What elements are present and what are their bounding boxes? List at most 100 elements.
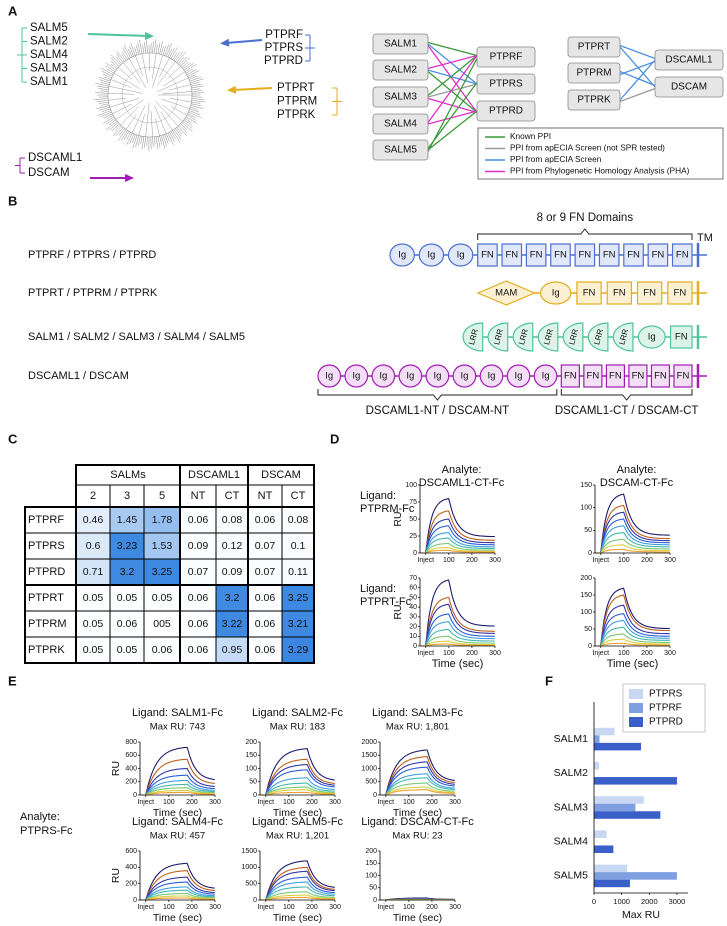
brace [477,228,693,240]
domain-label: LRR [592,328,605,346]
y-tick-label: 0 [413,550,417,557]
sensorgram-curve [595,626,670,647]
tree-branch [170,131,176,140]
tree-branch [184,63,197,72]
y-tick-label: 0 [588,643,592,650]
y-tick-label: 20 [409,623,417,630]
domain-label: FN [481,250,494,261]
x-tick-label: 200 [466,557,478,564]
y-tick-label: 50 [584,527,592,534]
table-column-header: NT [191,490,206,502]
tree-branch [141,53,148,84]
tree-label: PTPRS [265,42,304,54]
bar [594,762,600,770]
table-value: 0.71 [83,566,104,578]
sensorgram-curve [140,889,215,901]
table-column-header: 3 [124,490,130,502]
fn-domain [598,243,620,267]
tree-branch [190,105,204,109]
tree-branch [120,130,128,141]
row-header: PTPRS-Fc [20,825,73,837]
tree-branch [162,104,184,122]
tree-branch [116,54,124,63]
network-node [654,49,724,71]
tree-branch [190,78,204,84]
table-cell [281,610,315,638]
y-tick-label: 200 [245,739,257,746]
table-value: 1.53 [152,540,173,552]
table-border [24,584,315,664]
fn-domain [576,281,602,305]
sensorgram-curve [595,638,670,647]
sensorgram-curve [260,748,335,796]
x-tick-label: Inject [257,904,274,911]
tree-branch [97,76,111,82]
table-row-header: PTPRF [28,514,64,526]
network-node [567,89,621,111]
sensorgram-curve [420,518,495,554]
tree-branch [106,68,115,74]
tree-branch [176,127,183,134]
tree-branch [159,135,162,145]
x-axis-label: Time (sec) [393,807,442,819]
tree-branch [95,83,109,87]
domain-label: FN [674,288,687,299]
panel-subtitle: Max RU: 457 [150,831,205,842]
domain-label: Ig [457,250,465,261]
sensorgram-curve [420,537,495,554]
x-tick-label: Inject [592,650,609,657]
tree-branch [177,56,185,64]
y-tick-label: 1000 [361,765,377,772]
network-edge [427,110,478,125]
tree-branch [134,47,138,56]
tree-branch [123,62,140,83]
domain-label: FN [530,250,543,261]
tree-branch [167,132,174,145]
fn-domain [574,243,596,267]
bar [594,864,628,873]
y-axis-label: RU [110,868,122,883]
tree-branch [169,47,175,58]
x-tick-label: 300 [209,799,221,806]
tree-branch [112,103,133,114]
tree-branch [155,100,179,127]
domain-label: FN [652,250,665,261]
x-tick-label: 300 [664,650,676,657]
legend-label: PPI from apECIA Screen (not SPR tested) [510,143,665,153]
sensorgram-curve [420,640,495,647]
tree-branch [100,90,109,92]
table-value: 3.22 [222,618,243,630]
table-cell [109,558,145,586]
sensorgram-curve [420,628,495,647]
legend-swatch [629,689,643,699]
tree-branch [187,70,200,77]
tree-branch [99,79,110,84]
sensorgram-curve [260,896,335,901]
tree-branch [190,106,198,110]
sensorgram-curve [595,633,670,647]
network-node-label: SALM1 [384,39,417,50]
arrow-shaft [87,33,149,37]
sensorgram-curve [420,497,495,554]
sensorgram-curve [140,895,215,901]
tree-branch [129,133,134,144]
domain-row-label: DSCAML1 / DSCAM [28,370,129,382]
domain-label: FN [677,371,690,382]
legend-label: PTPRD [649,717,683,728]
tree-branch [94,98,109,100]
panel-subtitle: Max RU: 1,201 [266,831,329,842]
tree-branch [176,51,186,63]
tree-branch [159,57,170,78]
tree-branch [179,124,188,134]
bar [594,742,641,751]
table-value: 0.1 [291,540,306,552]
network-node-label: DSCAM [671,82,707,93]
table-value: 0.06 [255,514,276,526]
x-tick-label: 300 [489,557,501,564]
x-tick-label: Inject [417,650,434,657]
table-value: 1.78 [152,514,173,526]
sensorgram-curve [260,758,335,796]
tree-branch [157,61,176,86]
tree-label: PTPRT [277,82,315,94]
